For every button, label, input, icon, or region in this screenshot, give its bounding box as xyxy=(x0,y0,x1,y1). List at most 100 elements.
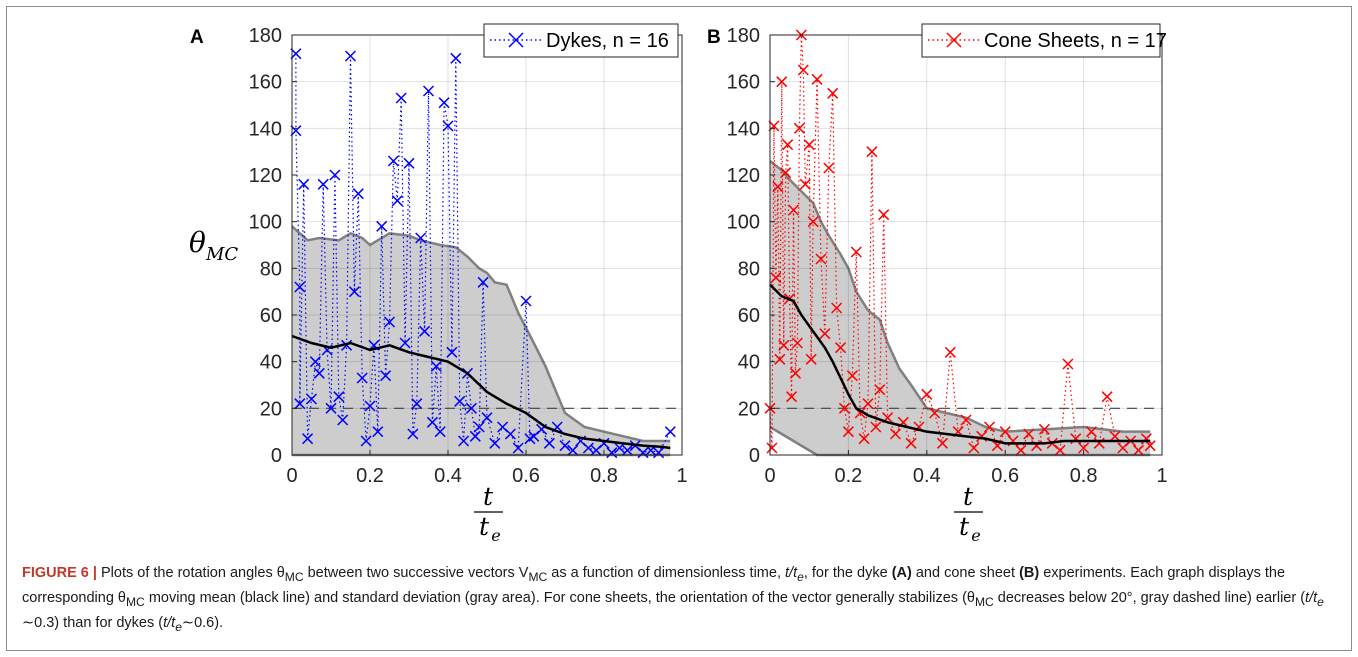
data-point xyxy=(835,342,847,354)
y-tick-label: 160 xyxy=(727,72,760,94)
data-point xyxy=(294,281,306,293)
data-point xyxy=(770,272,782,284)
caption-figure-label: FIGURE 6 | xyxy=(22,565,97,581)
data-point xyxy=(823,162,835,174)
data-point xyxy=(831,302,843,314)
data-point xyxy=(520,295,532,307)
data-point xyxy=(458,435,470,447)
data-point xyxy=(653,447,665,459)
data-point xyxy=(411,398,423,410)
x-tick-label: 0.4 xyxy=(434,465,462,487)
data-point xyxy=(637,447,649,459)
data-point xyxy=(1109,430,1121,442)
data-point xyxy=(774,353,786,365)
data-point xyxy=(419,325,431,337)
data-point xyxy=(426,416,438,428)
data-point xyxy=(504,428,516,440)
data-point xyxy=(446,346,458,358)
data-point xyxy=(776,76,788,88)
data-point xyxy=(999,426,1011,438)
data-point xyxy=(936,437,949,449)
data-point xyxy=(807,216,819,228)
x-label-num: t xyxy=(483,482,494,511)
data-point xyxy=(372,426,384,438)
x-tick-label: 0.8 xyxy=(590,465,618,487)
moving-mean-line xyxy=(291,334,671,450)
data-point xyxy=(313,367,325,379)
data-point xyxy=(391,195,403,207)
legend-marker-x xyxy=(508,32,524,48)
data-point xyxy=(383,316,396,328)
data-point xyxy=(294,398,306,410)
data-point xyxy=(348,286,360,298)
data-point xyxy=(512,442,524,454)
data-point xyxy=(305,393,318,405)
data-point xyxy=(874,384,886,396)
y-axis-label: θ MC xyxy=(189,226,238,265)
x-axis-label-b: t t e xyxy=(954,482,983,545)
data-point xyxy=(403,157,415,169)
data-point xyxy=(1132,444,1145,456)
figure-caption: FIGURE 6 | Plots of the rotation angles … xyxy=(22,565,1324,634)
data-point xyxy=(866,146,878,158)
series-dotted-line xyxy=(295,53,671,454)
data-point xyxy=(473,421,485,433)
y-tick-label: 180 xyxy=(727,25,760,47)
moving-mean-line xyxy=(769,283,1151,445)
data-point xyxy=(364,400,376,412)
data-point xyxy=(797,64,809,76)
data-point xyxy=(1054,444,1066,456)
std-upper-line xyxy=(769,160,1151,433)
data-point xyxy=(782,139,794,151)
data-point xyxy=(356,372,368,384)
y-tick-label: 60 xyxy=(260,305,282,327)
data-point xyxy=(766,442,778,454)
data-point xyxy=(422,85,435,97)
panel-b: B 0 0.2 0.4 0.6 0.8 1 0 20 40 60 80 100 120 140 160 180… xyxy=(707,23,1168,487)
x-label-den: t xyxy=(959,512,970,541)
data-point xyxy=(454,395,466,407)
x-label-num: t xyxy=(963,482,974,511)
data-point xyxy=(380,370,392,382)
data-point xyxy=(442,120,454,132)
legend-label-dykes: Dykes, n = 16 xyxy=(546,30,669,52)
data-point xyxy=(1144,440,1156,452)
data-point xyxy=(290,48,302,60)
data-point xyxy=(325,402,337,414)
data-point xyxy=(407,428,419,440)
x-tick-label: 1 xyxy=(676,465,687,487)
data-point xyxy=(317,178,329,190)
legend-label-cone-sheets: Cone Sheets, n = 17 xyxy=(984,30,1167,52)
data-point xyxy=(811,73,823,85)
data-point xyxy=(567,444,579,456)
data-point xyxy=(815,253,827,265)
data-point xyxy=(772,181,784,193)
data-point xyxy=(768,120,780,132)
data-point xyxy=(1023,428,1035,440)
y-tick-label: 40 xyxy=(738,352,760,374)
caption-ref-a: (A) xyxy=(891,565,912,581)
data-point xyxy=(559,440,571,452)
y-label-sub: MC xyxy=(205,244,238,265)
data-point xyxy=(344,50,357,62)
data-point xyxy=(789,367,802,379)
data-point xyxy=(302,433,314,445)
panel-letter-a: A xyxy=(190,27,204,48)
caption-ref-b: (B) xyxy=(1019,565,1040,581)
data-point xyxy=(329,169,341,181)
x-label-den-sub: e xyxy=(491,526,500,545)
x-tick-label: 0.6 xyxy=(512,465,540,487)
x-tick-label: 0 xyxy=(286,465,297,487)
data-point xyxy=(469,430,481,442)
y-tick-label: 40 xyxy=(260,352,282,374)
data-point xyxy=(889,428,901,440)
data-point xyxy=(862,398,874,410)
x-tick-label: 0.8 xyxy=(1070,465,1098,487)
data-point xyxy=(430,360,442,372)
data-point xyxy=(905,437,917,449)
data-point xyxy=(944,346,956,358)
data-point xyxy=(1101,391,1113,403)
y-tick-label: 180 xyxy=(249,25,282,47)
data-point xyxy=(376,220,388,232)
data-point xyxy=(858,433,870,445)
